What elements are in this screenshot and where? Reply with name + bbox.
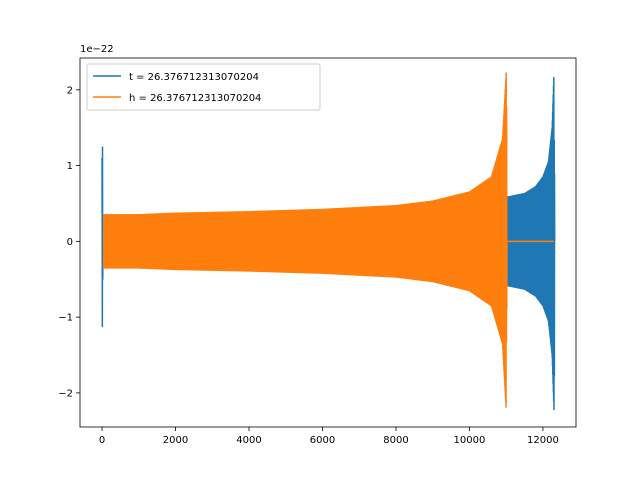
y-tick-label: 2 — [67, 85, 73, 96]
x-tick-label: 12000 — [527, 435, 559, 446]
x-tick-label: 0 — [99, 435, 105, 446]
legend-label-t: t = 26.376712313070204 — [129, 72, 259, 83]
y-offset-label: 1e−22 — [80, 44, 114, 55]
series-layer — [101, 72, 556, 411]
x-tick-label: 2000 — [163, 435, 188, 446]
y-tick-label: −2 — [58, 388, 73, 399]
plot-frame — [79, 57, 577, 428]
legend: t = 26.376712313070204 h = 26.3767123130… — [86, 63, 321, 111]
series-line-h — [102, 72, 555, 408]
y-tick-label: 0 — [67, 237, 73, 248]
x-tick-label: 6000 — [310, 435, 335, 446]
x-tick-label: 4000 — [236, 435, 261, 446]
x-axis: 0 2000 4000 6000 8000 10000 12000 — [99, 427, 559, 446]
y-tick-label: 1 — [67, 161, 73, 172]
legend-box — [86, 63, 321, 111]
x-tick-label: 8000 — [383, 435, 408, 446]
legend-label-h: h = 26.376712313070204 — [129, 93, 261, 104]
x-tick-label: 10000 — [454, 435, 486, 446]
y-axis: 2 1 0 −1 −2 — [58, 85, 80, 399]
y-tick-label: −1 — [58, 313, 73, 324]
